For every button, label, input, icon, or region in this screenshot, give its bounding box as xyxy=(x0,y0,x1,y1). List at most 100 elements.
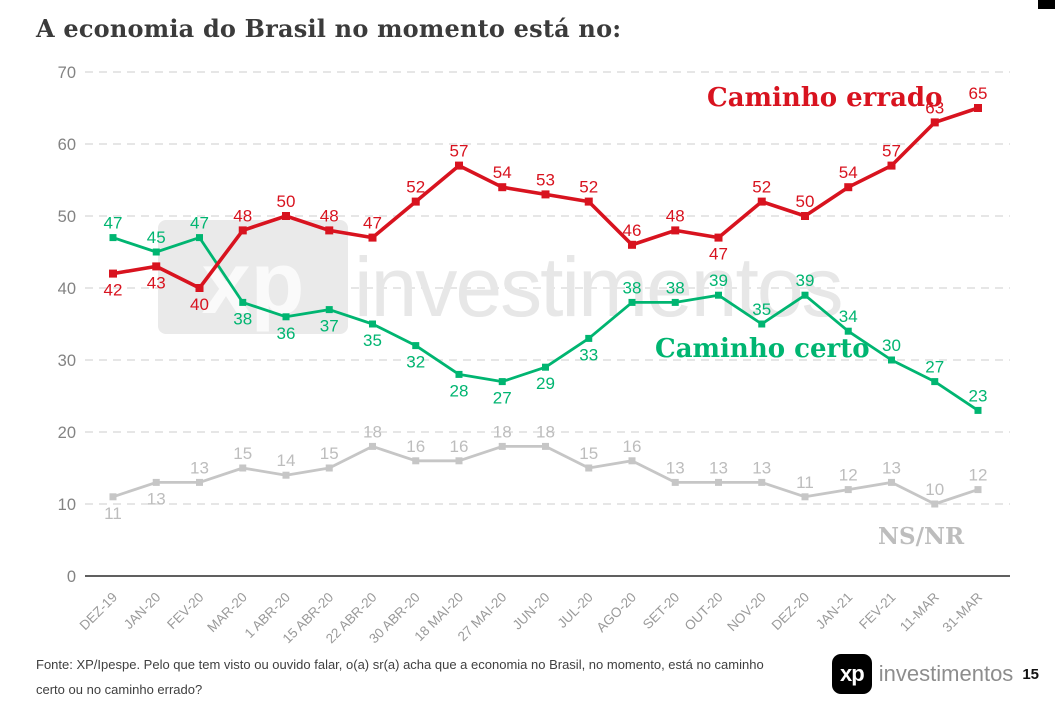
x-tick-label: 31-MAR xyxy=(940,589,986,635)
value-label-errado: 54 xyxy=(839,163,858,182)
marker-errado xyxy=(844,183,853,192)
marker-certo xyxy=(888,356,895,364)
value-label-errado: 52 xyxy=(579,178,598,197)
marker-certo xyxy=(282,313,290,321)
marker-nsnr xyxy=(369,442,376,450)
legend-certo: Caminho certo xyxy=(655,334,870,364)
marker-nsnr xyxy=(671,478,679,486)
value-label-errado: 54 xyxy=(493,163,512,182)
value-label-errado: 50 xyxy=(277,192,296,211)
x-tick-label: JUN-20 xyxy=(510,590,553,633)
value-label-certo: 47 xyxy=(104,214,123,233)
value-label-nsnr: 13 xyxy=(752,458,771,477)
page-number: 15 xyxy=(1022,665,1039,683)
x-tick-label: AGO-20 xyxy=(593,590,639,636)
value-label-nsnr: 15 xyxy=(320,444,339,463)
legend-errado: Caminho errado xyxy=(707,83,942,113)
marker-certo xyxy=(974,406,982,414)
marker-errado xyxy=(368,233,377,242)
marker-certo xyxy=(239,298,247,306)
x-tick-label: FEV-21 xyxy=(856,590,898,632)
marker-errado xyxy=(455,161,463,170)
marker-nsnr xyxy=(196,478,203,486)
marker-errado xyxy=(541,190,550,199)
source-line-2: certo ou no caminho errado? xyxy=(36,682,203,697)
value-label-nsnr: 12 xyxy=(969,466,988,485)
y-tick-label: 20 xyxy=(58,424,76,442)
y-tick-label: 10 xyxy=(58,496,76,514)
value-label-certo: 36 xyxy=(277,324,296,343)
marker-nsnr xyxy=(542,442,549,450)
x-tick-label: JAN-21 xyxy=(813,590,855,632)
marker-certo xyxy=(152,248,160,256)
marker-nsnr xyxy=(715,478,722,486)
marker-certo xyxy=(325,306,333,314)
value-label-errado: 43 xyxy=(147,273,166,292)
marker-certo xyxy=(369,320,376,328)
marker-errado xyxy=(109,269,117,278)
value-label-errado: 57 xyxy=(882,142,901,161)
value-label-nsnr: 16 xyxy=(623,437,642,456)
value-label-nsnr: 13 xyxy=(147,489,166,508)
x-tick-label: OUT-20 xyxy=(682,590,726,634)
value-label-nsnr: 15 xyxy=(579,444,598,463)
marker-nsnr xyxy=(801,493,809,501)
corner-mark xyxy=(1038,0,1055,9)
value-label-certo: 23 xyxy=(969,386,988,405)
value-label-errado: 46 xyxy=(623,221,642,240)
value-label-nsnr: 13 xyxy=(666,458,685,477)
marker-nsnr xyxy=(455,457,463,465)
value-label-certo: 32 xyxy=(406,353,425,372)
y-tick-label: 50 xyxy=(58,208,76,226)
y-tick-label: 40 xyxy=(58,280,76,298)
marker-errado xyxy=(887,161,896,170)
x-tick-label: 11-MAR xyxy=(897,589,942,634)
marker-nsnr xyxy=(758,478,766,486)
value-label-nsnr: 13 xyxy=(882,458,901,477)
value-label-certo: 38 xyxy=(233,309,252,328)
value-label-errado: 40 xyxy=(190,295,209,314)
marker-nsnr xyxy=(844,486,852,494)
value-label-certo: 27 xyxy=(493,389,512,408)
y-tick-label: 70 xyxy=(58,64,76,82)
marker-certo xyxy=(844,327,852,335)
value-label-errado: 52 xyxy=(406,178,425,197)
value-label-certo: 35 xyxy=(752,300,771,319)
x-tick-label: DEZ-19 xyxy=(77,590,120,633)
value-label-errado: 63 xyxy=(925,98,944,117)
marker-nsnr xyxy=(412,457,420,465)
value-label-errado: 50 xyxy=(796,192,815,211)
marker-errado xyxy=(757,197,766,206)
value-label-nsnr: 13 xyxy=(190,458,209,477)
marker-nsnr xyxy=(109,493,117,501)
value-label-errado: 47 xyxy=(709,245,728,264)
marker-errado xyxy=(498,183,507,192)
marker-errado xyxy=(238,226,247,235)
marker-nsnr xyxy=(628,457,636,465)
x-tick-label: NOV-20 xyxy=(724,590,769,635)
brand-name: investimentos xyxy=(878,661,1014,686)
value-label-certo: 27 xyxy=(925,358,944,377)
value-label-errado: 65 xyxy=(969,84,988,103)
value-label-nsnr: 18 xyxy=(493,422,512,441)
marker-certo xyxy=(931,378,939,386)
value-label-nsnr: 18 xyxy=(363,422,382,441)
marker-nsnr xyxy=(498,442,506,450)
marker-errado xyxy=(714,233,723,242)
marker-errado xyxy=(325,226,334,235)
marker-certo xyxy=(715,291,722,299)
value-label-nsnr: 12 xyxy=(839,466,858,485)
xp-logo: xp xyxy=(831,654,872,694)
marker-nsnr xyxy=(888,478,895,486)
value-label-nsnr: 16 xyxy=(406,437,425,456)
chart-title: A economia do Brasil no momento está no: xyxy=(36,14,622,43)
marker-certo xyxy=(585,334,593,342)
marker-nsnr xyxy=(152,478,160,486)
source-line-1: Fonte: XP/Ipespe. Pelo que tem visto ou … xyxy=(36,657,764,672)
marker-nsnr xyxy=(585,464,593,472)
marker-errado xyxy=(282,212,290,220)
marker-certo xyxy=(455,370,463,378)
legend-nsnr: NS/NR xyxy=(878,523,965,550)
marker-certo xyxy=(542,363,549,371)
